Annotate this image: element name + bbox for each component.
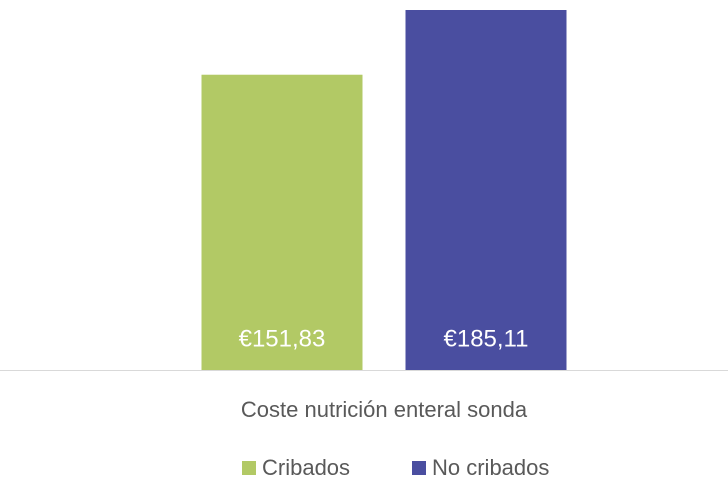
legend-label: Cribados (262, 455, 350, 480)
legend-swatch (242, 461, 256, 475)
bar (405, 10, 567, 370)
data-label: €185,11 (444, 325, 529, 352)
bar (201, 74, 363, 370)
legend-swatch (412, 461, 426, 475)
legend-label: No cribados (432, 455, 549, 480)
data-label: €151,83 (239, 325, 326, 352)
x-tick-label: Coste nutrición enteral sonda (241, 397, 528, 422)
